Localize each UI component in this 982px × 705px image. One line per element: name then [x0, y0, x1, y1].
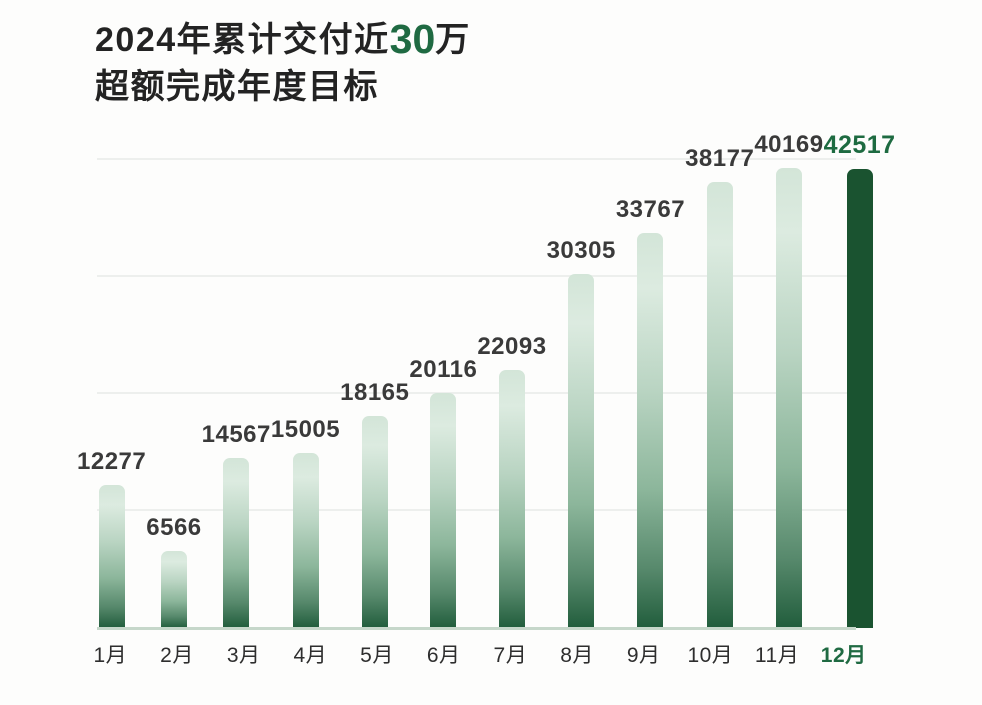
- bar-column: 33767: [616, 131, 685, 628]
- x-axis-label: 1月: [93, 644, 128, 667]
- bar: [706, 181, 733, 628]
- x-axis-label: 6月: [426, 644, 461, 667]
- bar-value-label: 6566: [146, 514, 202, 542]
- bar-value-label: 12277: [77, 447, 147, 475]
- bar: [223, 457, 250, 628]
- x-axis-label: 5月: [360, 644, 394, 667]
- bar-value-label: 33767: [615, 196, 686, 224]
- x-axis: 1月 2月 3月 4月 5月 6月 7月 8月 9月 10月 11月 12月: [77, 639, 877, 669]
- x-axis-label: 9月: [626, 644, 661, 667]
- chart-title-line1-suffix: 万: [435, 21, 471, 59]
- gridline: [97, 275, 856, 278]
- bar: [292, 452, 319, 628]
- bar-column: 42517: [824, 131, 896, 628]
- x-axis-label: 2月: [160, 644, 194, 667]
- chart-title-line1: 2024年累计交付近30万: [95, 16, 471, 64]
- bar-value-label: 22093: [477, 332, 547, 360]
- bar-value-label: 14567: [201, 420, 271, 448]
- bar: [568, 273, 595, 628]
- bar-value-label: 42517: [823, 131, 896, 159]
- bar-column: 12277: [77, 131, 146, 628]
- gridline: [97, 509, 856, 512]
- bar-column: 20116: [409, 131, 477, 628]
- x-axis-label: 10月: [687, 644, 734, 667]
- gridline: [97, 158, 856, 161]
- x-axis-label: 8月: [560, 644, 594, 667]
- bar-value-label: 20116: [409, 355, 478, 383]
- bar-column: 38177: [685, 131, 754, 628]
- bar: [98, 484, 125, 628]
- bar-column: 22093: [477, 131, 546, 628]
- bar: [637, 233, 664, 628]
- bar: [775, 168, 802, 628]
- bar-value-label: 40169: [754, 131, 824, 158]
- chart-title: 2024年累计交付近30万 超额完成年度目标: [95, 16, 471, 111]
- x-axis-baseline: [97, 627, 856, 630]
- chart-title-line2: 超额完成年度目标: [95, 68, 379, 106]
- gridline: [97, 392, 856, 395]
- bar: [430, 392, 457, 628]
- chart-title-highlight-number: 30: [389, 16, 436, 62]
- plot-area: 12277 6566 14567 15005 18165 20116 22093 30305 3…: [77, 131, 895, 630]
- bar-column: 40169: [754, 131, 823, 628]
- bar: [160, 551, 187, 628]
- x-axis-label: 4月: [293, 644, 328, 667]
- x-axis-label: 7月: [493, 644, 528, 667]
- x-axis-label: 11月: [754, 644, 800, 667]
- bar-value-label: 15005: [270, 415, 341, 443]
- x-axis-label: 3月: [226, 644, 261, 667]
- chart-title-line1-prefix: 2024年累计交付近: [95, 21, 390, 59]
- bar-column: 30305: [547, 131, 616, 628]
- bar: [361, 415, 388, 628]
- x-axis-label: 12月: [820, 644, 867, 667]
- bar-value-label: 38177: [685, 144, 755, 172]
- bar-column: 6566: [146, 131, 201, 628]
- bar-column: 14567: [202, 131, 271, 628]
- bar: [498, 369, 525, 628]
- bar-column: 15005: [271, 131, 340, 628]
- bar-value-label: 18165: [340, 378, 410, 406]
- bar-value-label: 30305: [546, 236, 616, 264]
- bar-column: 18165: [340, 131, 409, 628]
- bar: [846, 169, 873, 628]
